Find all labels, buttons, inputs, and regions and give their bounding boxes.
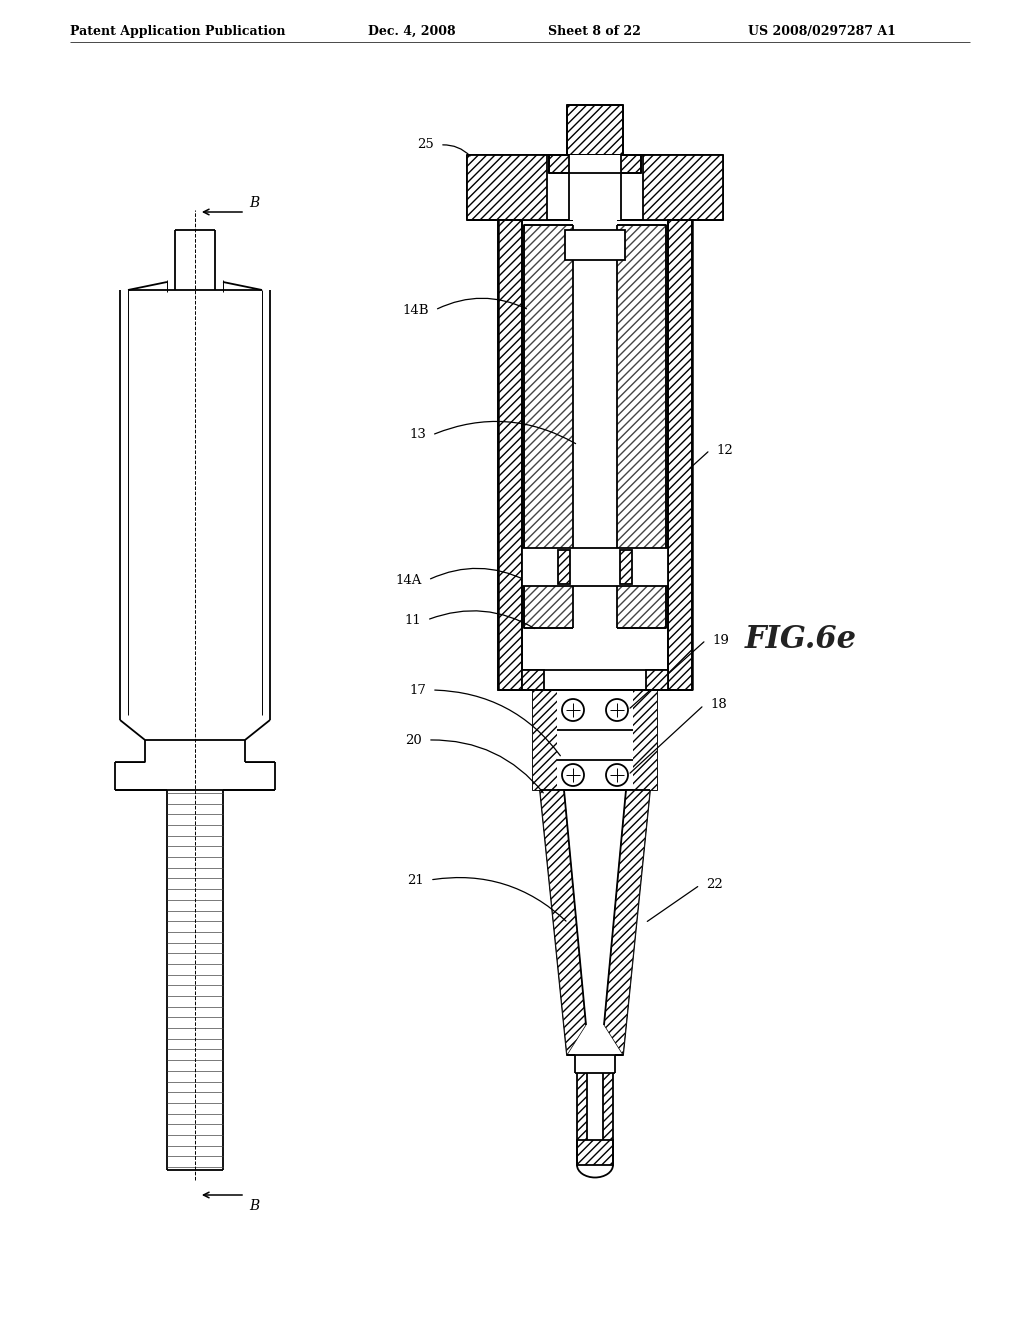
Text: 22: 22 bbox=[706, 879, 723, 891]
Text: 19: 19 bbox=[712, 634, 729, 647]
Bar bbox=[577, 1073, 587, 1140]
Bar bbox=[633, 690, 657, 789]
Circle shape bbox=[606, 700, 628, 721]
Bar bbox=[522, 548, 668, 586]
Text: Sheet 8 of 22: Sheet 8 of 22 bbox=[548, 25, 641, 38]
Bar bbox=[558, 550, 570, 583]
Text: 20: 20 bbox=[406, 734, 422, 747]
Bar bbox=[603, 1073, 613, 1140]
Text: Patent Application Publication: Patent Application Publication bbox=[70, 25, 286, 38]
Polygon shape bbox=[540, 789, 650, 1055]
Bar bbox=[467, 154, 547, 220]
Circle shape bbox=[562, 764, 584, 785]
Circle shape bbox=[606, 764, 628, 785]
Bar bbox=[534, 690, 657, 789]
Bar bbox=[573, 220, 617, 638]
Bar bbox=[549, 154, 641, 173]
Bar bbox=[577, 1140, 613, 1166]
Text: 17: 17 bbox=[410, 684, 426, 697]
Text: B: B bbox=[249, 195, 259, 210]
Text: 25: 25 bbox=[417, 139, 434, 152]
Bar bbox=[467, 154, 723, 220]
Bar bbox=[534, 690, 557, 789]
Polygon shape bbox=[604, 789, 650, 1055]
Text: 12: 12 bbox=[716, 444, 733, 457]
Text: B: B bbox=[249, 1199, 259, 1213]
Bar bbox=[569, 154, 621, 220]
Circle shape bbox=[562, 700, 584, 721]
Bar bbox=[565, 230, 625, 260]
Bar bbox=[646, 671, 668, 690]
Bar bbox=[620, 550, 632, 583]
Text: 21: 21 bbox=[408, 874, 424, 887]
Text: 14B: 14B bbox=[402, 304, 429, 317]
Text: FIG.6e: FIG.6e bbox=[745, 624, 857, 656]
Bar bbox=[567, 106, 623, 154]
Text: 13: 13 bbox=[410, 429, 426, 441]
Text: 14A: 14A bbox=[395, 573, 422, 586]
Polygon shape bbox=[540, 789, 586, 1055]
Text: Dec. 4, 2008: Dec. 4, 2008 bbox=[368, 25, 456, 38]
Bar bbox=[522, 671, 544, 690]
Text: US 2008/0297287 A1: US 2008/0297287 A1 bbox=[748, 25, 896, 38]
Bar bbox=[524, 224, 666, 628]
Bar bbox=[498, 220, 522, 690]
Bar bbox=[643, 154, 723, 220]
Text: 18: 18 bbox=[710, 698, 727, 711]
Bar bbox=[668, 220, 692, 690]
Text: 11: 11 bbox=[404, 614, 421, 627]
